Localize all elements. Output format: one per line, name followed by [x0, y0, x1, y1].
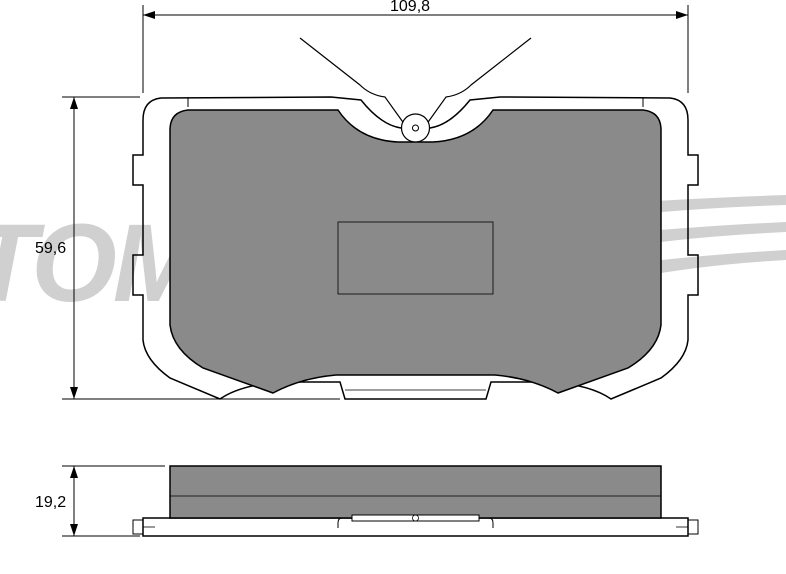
dim-height-label: 59,6: [35, 240, 66, 258]
technical-drawing: [0, 0, 786, 574]
dimension-width: [143, 5, 688, 93]
side-view: [133, 466, 698, 536]
dimension-thickness: [62, 466, 165, 536]
dim-thickness-label: 19,2: [35, 494, 66, 512]
front-view: [133, 38, 698, 399]
dim-width-label: 109,8: [390, 0, 430, 16]
